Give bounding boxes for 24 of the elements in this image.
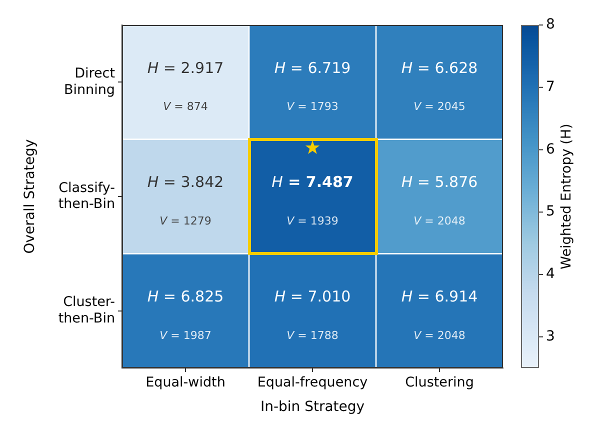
y-tick-label: Classify-then-Bin xyxy=(58,180,116,212)
y-axis-title: Overall Strategy xyxy=(22,139,38,254)
x-axis-title: In-bin Strategy xyxy=(260,399,365,416)
text: H = 5.876 V = 2048 xyxy=(401,173,478,228)
text: H = 6.628 V = 2045 xyxy=(401,58,478,114)
color-bar-label: 8 xyxy=(546,16,555,33)
text: H = 6.825 V = 1987 xyxy=(147,288,224,342)
x-tick-label: Equal-frequency xyxy=(257,374,368,391)
text: H = 6.914 V = 2048 xyxy=(401,288,478,342)
text: H = 2.917 V = 874 xyxy=(147,58,224,114)
color-bar-title: Weighted Entropy (H) xyxy=(558,124,574,270)
color-bar-label: 3 xyxy=(546,328,555,344)
y-tick-label: Direct Binning xyxy=(64,66,115,98)
x-tick-label: Equal-width xyxy=(146,374,226,391)
color-bar-label: 5 xyxy=(546,204,555,220)
text: H = 6.719 V = 1793 xyxy=(274,58,351,114)
color-bar-label: 4 xyxy=(546,266,555,282)
x-tick-label: Clustering xyxy=(405,374,474,391)
text: H = 7.487 V = 1939 xyxy=(272,173,354,228)
text: H = 3.842 V = 1279 xyxy=(147,173,224,228)
text: H = 7.010 V = 1788 xyxy=(274,288,351,342)
color-bar-label: 6 xyxy=(546,141,555,158)
y-tick-label: Cluster-then-Bin xyxy=(58,294,116,326)
color-bar-label: 7 xyxy=(546,79,555,96)
